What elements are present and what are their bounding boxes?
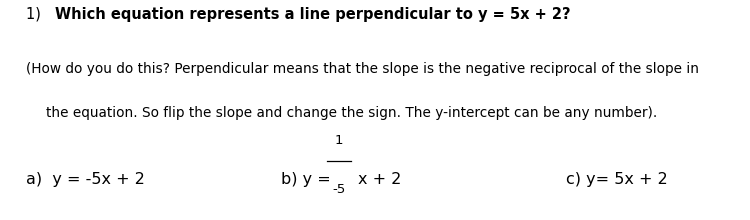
- Text: a)  y = -5x + 2: a) y = -5x + 2: [26, 172, 146, 187]
- Text: (How do you do this? Perpendicular means that the slope is the negative reciproc: (How do you do this? Perpendicular means…: [26, 62, 699, 76]
- Text: x + 2: x + 2: [358, 172, 402, 187]
- Text: 1): 1): [26, 7, 46, 22]
- Text: 1: 1: [334, 134, 344, 147]
- Text: b) y =: b) y =: [281, 172, 336, 187]
- Text: Which equation represents a line perpendicular to y = 5x + 2?: Which equation represents a line perpend…: [55, 7, 570, 22]
- Text: c) y= 5x + 2: c) y= 5x + 2: [566, 172, 668, 187]
- Text: the equation. So flip the slope and change the sign. The y-intercept can be any : the equation. So flip the slope and chan…: [46, 106, 658, 120]
- Text: -5: -5: [332, 183, 346, 196]
